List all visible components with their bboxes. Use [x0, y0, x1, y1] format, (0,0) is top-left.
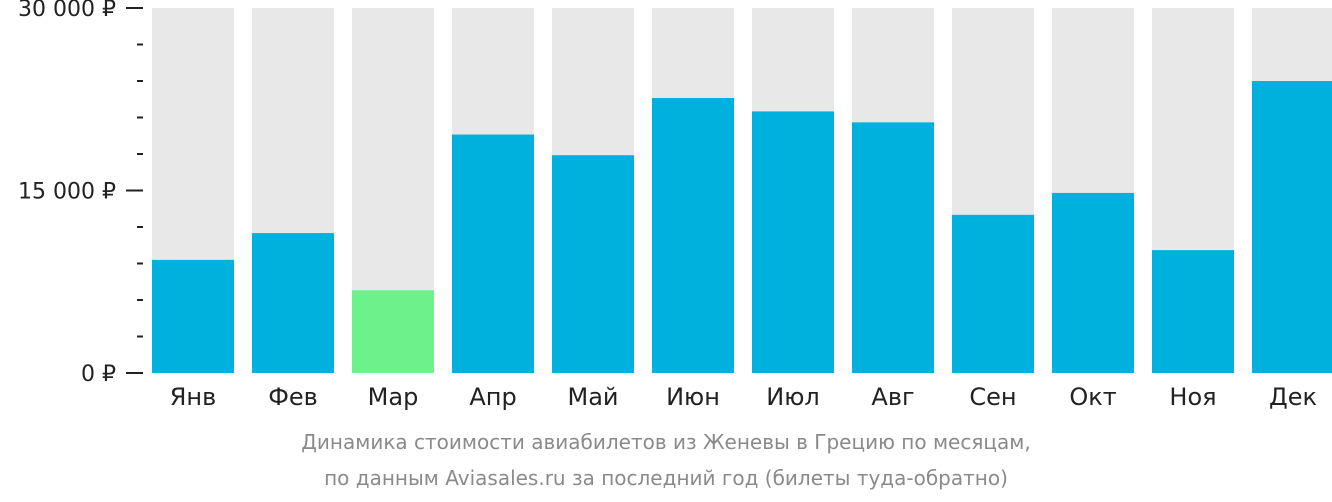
bar-8 [852, 122, 934, 373]
bar-12 [1252, 81, 1332, 373]
bar-3 [352, 290, 434, 373]
x-category-label: Окт [1069, 383, 1116, 411]
bar-9 [952, 214, 1034, 373]
bar-7 [752, 111, 834, 374]
x-category-label: Ноя [1169, 383, 1216, 411]
y-tick-label: 15 000 ₽ [18, 180, 116, 205]
chart-caption-line-2: по данным Aviasales.ru за последний год … [324, 466, 1008, 490]
x-category-label: Май [567, 383, 618, 411]
bar-4 [452, 134, 534, 373]
x-category-label: Дек [1269, 383, 1317, 411]
bar-1 [152, 259, 234, 373]
x-category-label: Янв [170, 383, 217, 411]
x-category-label: Июл [766, 383, 820, 411]
bar-5 [552, 155, 634, 373]
x-category-label: Сен [969, 383, 1016, 411]
x-category-label: Фев [268, 383, 318, 411]
bar-10 [1052, 192, 1134, 373]
bar-2 [252, 233, 334, 373]
bar-11 [1152, 250, 1234, 373]
x-category-label: Авг [871, 383, 914, 411]
price-bar-chart: 30 000 ₽ 15 000 ₽ 0 ₽ Янв Фев Мар Апр Май Июн Июл… [18, 0, 1332, 411]
y-tick-label: 30 000 ₽ [18, 0, 116, 22]
x-category-label: Июн [666, 383, 720, 411]
bar-6 [652, 98, 734, 374]
x-category-label: Мар [368, 383, 419, 411]
chart-caption-line-1: Динамика стоимости авиабилетов из Женевы… [301, 430, 1031, 454]
x-category-label: Апр [469, 383, 516, 411]
y-tick-label: 0 ₽ [81, 362, 116, 387]
